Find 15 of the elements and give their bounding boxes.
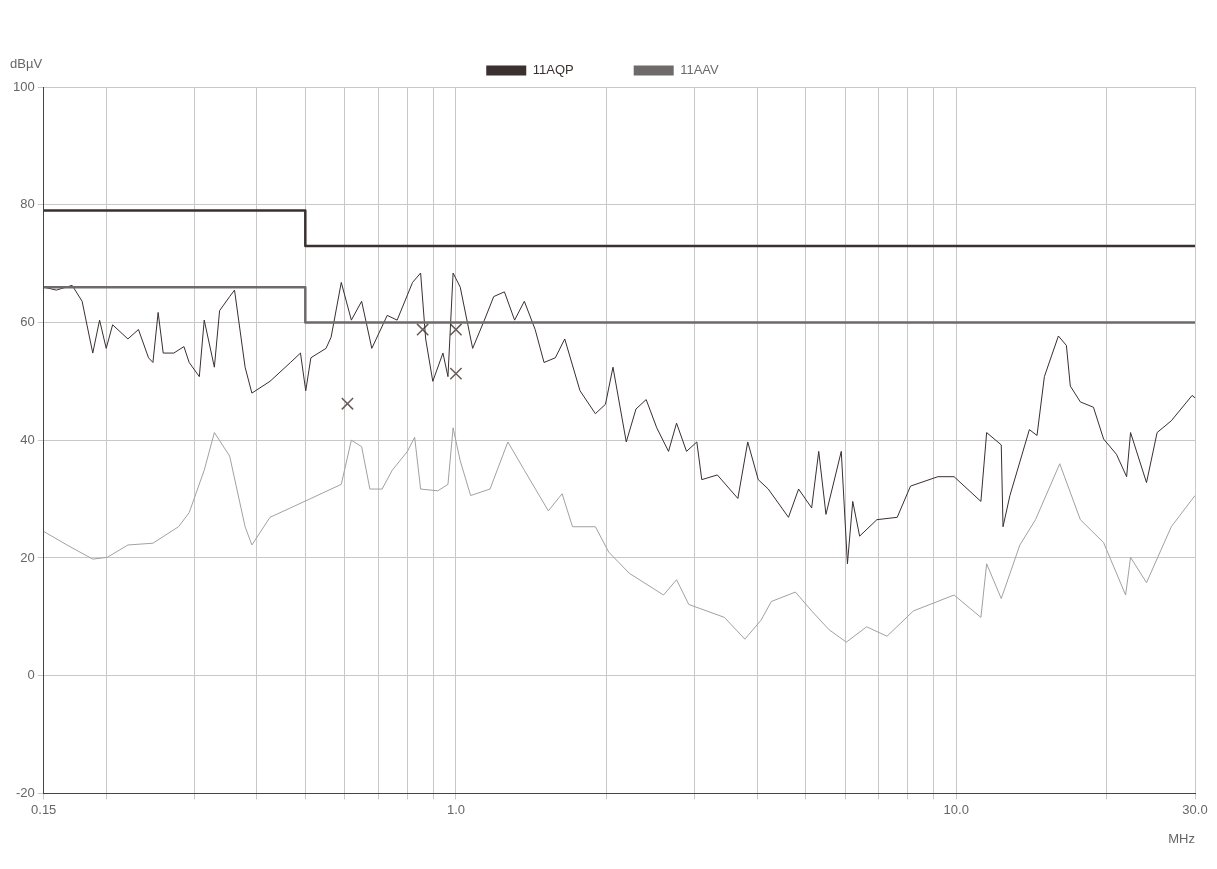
y-tick-label: 40 — [20, 431, 35, 447]
y-tick-label: 20 — [20, 549, 35, 565]
x-tick-label: 1.0 — [446, 801, 465, 817]
x-tick-label: 30.0 — [1182, 801, 1208, 817]
y-tick-label: 100 — [12, 78, 35, 94]
y-tick-label: -20 — [15, 784, 35, 800]
y-tick-label: 80 — [20, 196, 35, 212]
x-tick-label: 0.15 — [31, 801, 57, 817]
y-tick-label: 0 — [27, 667, 35, 683]
y-tick-label: 60 — [20, 314, 35, 330]
legend-label: 11AQP — [532, 62, 574, 78]
x-axis-title: MHz — [1168, 831, 1195, 847]
legend-label: 11AAV — [680, 62, 720, 78]
x-tick-label: 10.0 — [943, 801, 969, 817]
y-axis-title: dBµV — [10, 56, 43, 72]
